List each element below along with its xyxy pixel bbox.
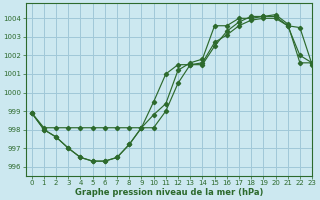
X-axis label: Graphe pression niveau de la mer (hPa): Graphe pression niveau de la mer (hPa) [75, 188, 263, 197]
